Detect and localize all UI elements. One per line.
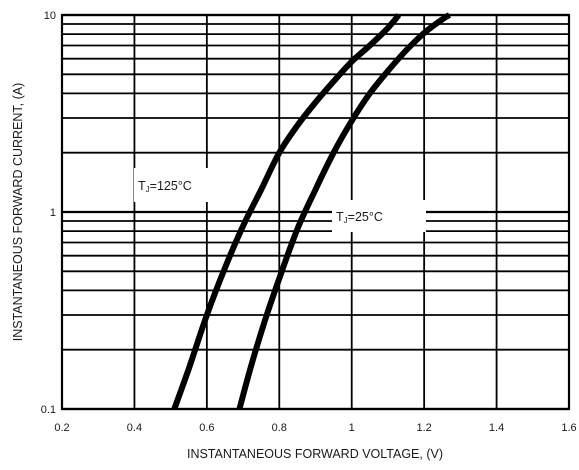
plot-frame [60, 13, 571, 411]
series-layer [171, 12, 452, 411]
grid-layer [60, 13, 571, 411]
series-line-tj-125c [171, 13, 402, 411]
series-line-tj-25c [236, 12, 452, 410]
x-tick-label: 1.2 [416, 422, 431, 434]
x-tick-label: 0.6 [199, 422, 214, 434]
x-tick-label: 1.6 [561, 422, 576, 434]
y-tick-label: 0.1 [41, 404, 56, 416]
series-label-tj-25c: TJ=25°C [336, 210, 383, 225]
y-tick-label: 1 [50, 207, 56, 219]
x-tick-label: 1 [349, 422, 355, 434]
x-tick-label: 1.4 [489, 422, 504, 434]
tick-layer: 0.2 0.4 0.6 0.8 1 1.2 1.4 1.6 0.1 1 10 [41, 10, 577, 434]
x-tick-label: 0.4 [127, 422, 142, 434]
x-tick-label: 0.2 [54, 422, 69, 434]
x-tick-label: 0.8 [272, 422, 287, 434]
series-label-box [332, 200, 426, 232]
y-tick-label: 10 [44, 10, 56, 22]
label-layer: TJ=125°C TJ=25°C [134, 168, 426, 232]
series-label-box [134, 168, 216, 202]
x-axis-title: INSTANTANEOUS FORWARD VOLTAGE, (V) [187, 447, 443, 461]
series-label-tj-125c: TJ=125°C [138, 179, 192, 194]
y-axis-title: INSTANTANEOUS FORWARD CURRENT, (A) [11, 83, 25, 342]
